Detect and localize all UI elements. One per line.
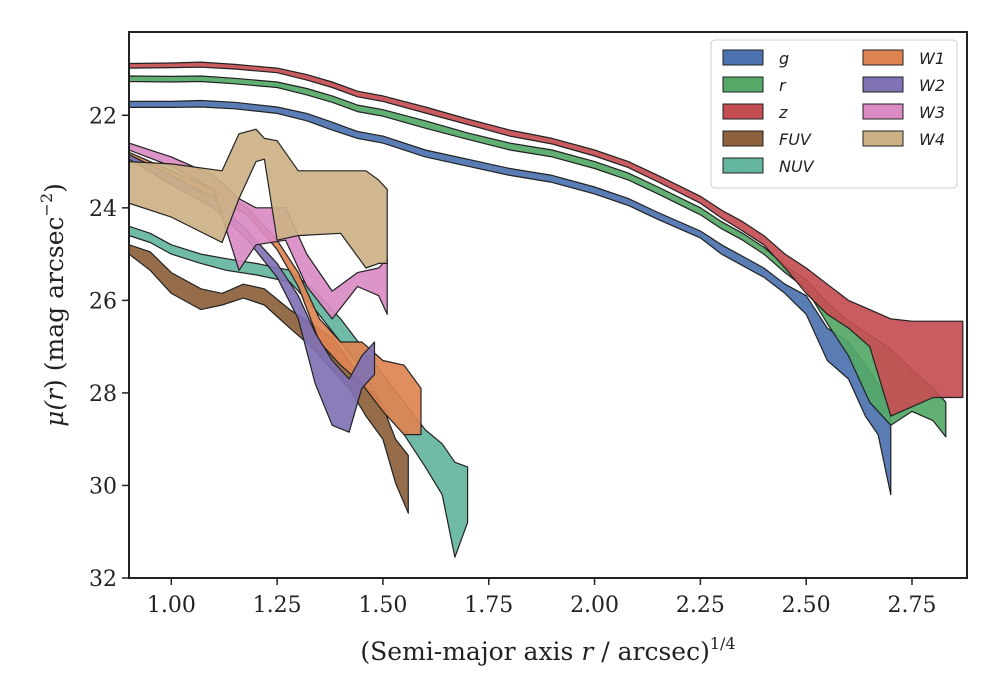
x-axis-label-tail: / arcsec) (593, 637, 710, 666)
legend-item-r: r (722, 76, 787, 95)
y-axis-label: μ(r) (mag arcsec−2) (37, 183, 69, 427)
legend-swatch (722, 103, 764, 120)
legend-label: W2 (919, 76, 945, 95)
x-tick-label: 2.25 (676, 593, 725, 618)
legend-item-w4: W4 (862, 130, 945, 149)
y-tick-label: 22 (89, 104, 117, 129)
legend-item-z: z (722, 103, 788, 122)
legend-label: W4 (919, 130, 945, 149)
legend-swatch (862, 130, 904, 147)
x-tick-label: 2.00 (570, 593, 619, 618)
x-axis: 1.00 1.25 1.50 1.75 2.00 2.25 2.50 2.75 (147, 578, 936, 618)
x-axis-label: (Semi-major axis r / arcsec)1/4 (360, 634, 735, 666)
legend-item-w1: W1 (862, 49, 945, 68)
y-axis-label-main: μ( (40, 400, 69, 427)
y-axis-label-exp: −2 (37, 193, 56, 217)
legend-label: W3 (919, 103, 945, 122)
x-axis-label-main: (Semi-major axis (360, 637, 581, 666)
legend-swatch (722, 130, 764, 147)
legend-label: FUV (779, 130, 812, 149)
legend-swatch (862, 76, 904, 93)
y-tick-label: 26 (89, 289, 117, 314)
legend-label: NUV (779, 157, 815, 176)
x-tick-label: 2.50 (782, 593, 831, 618)
y-axis-label-close: ) (40, 183, 69, 193)
legend-item-fuv: FUV (722, 130, 812, 149)
legend-item-g: g (722, 49, 789, 68)
legend-item-w3: W3 (862, 103, 945, 122)
legend-label: z (778, 103, 788, 122)
y-axis-label-var: r (40, 387, 69, 401)
legend-label: g (779, 49, 789, 68)
band-w4 (129, 128, 388, 269)
x-tick-label: 1.50 (358, 593, 407, 618)
legend-swatch (862, 103, 904, 120)
y-tick-label: 24 (89, 197, 117, 222)
x-tick-label: 1.75 (464, 593, 513, 618)
legend: grz FUV NUV W1 W2 W3 W4 (710, 39, 958, 189)
plot-frame (128, 31, 968, 579)
band-r (129, 75, 947, 438)
x-tick-label: 1.00 (147, 593, 196, 618)
x-axis-label-exp: 1/4 (710, 634, 736, 653)
legend-swatch (862, 49, 904, 66)
legend-swatch (722, 76, 764, 93)
legend-label: r (779, 76, 787, 95)
y-tick-label: 28 (89, 382, 117, 407)
legend-swatch (722, 157, 764, 174)
series-bands (129, 61, 964, 558)
legend-item-nuv: NUV (722, 157, 815, 176)
band-z (129, 61, 964, 417)
legend-item-w2: W2 (862, 76, 945, 95)
band-w3 (129, 142, 388, 320)
legend-label: W1 (919, 49, 945, 68)
x-axis-label-var: r (581, 637, 595, 666)
y-axis: 22 24 26 28 30 32 (89, 104, 129, 592)
band-g (129, 99, 892, 496)
y-tick-label: 30 (89, 474, 117, 499)
legend-swatch (722, 49, 764, 66)
x-tick-label: 2.75 (887, 593, 936, 618)
y-tick-label: 32 (89, 567, 117, 592)
x-tick-label: 1.25 (253, 593, 302, 618)
y-axis-label-tail: ) (mag arcsec (40, 216, 69, 389)
